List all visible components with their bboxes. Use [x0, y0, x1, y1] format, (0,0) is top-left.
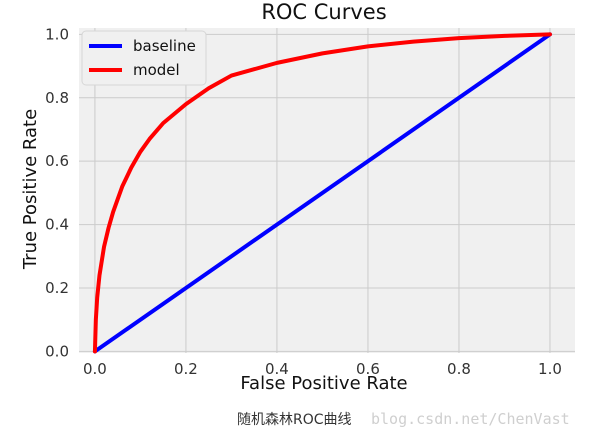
chart-title: ROC Curves [261, 0, 386, 24]
y-tick-label: 0.6 [45, 152, 69, 170]
series-line-model [92, 32, 552, 354]
y-tick-labels: 0.0 0.2 0.4 0.6 0.8 1.0 [45, 25, 69, 360]
grid-lines [79, 28, 575, 353]
series-line-baseline [92, 32, 552, 354]
x-tick-label: 0.4 [265, 360, 289, 378]
y-tick-label: 0.8 [45, 89, 69, 107]
legend-label-model: model [133, 61, 180, 79]
series-lines [92, 32, 552, 354]
y-tick-label: 0.4 [45, 216, 69, 234]
y-tick-label: 1.0 [45, 25, 69, 43]
legend: baseline model [81, 30, 207, 86]
y-tick-label: 0.0 [45, 342, 69, 360]
y-tick-label: 0.2 [45, 279, 69, 297]
x-tick-label: 0.2 [174, 360, 198, 378]
x-tick-label: 0.6 [356, 360, 380, 378]
x-tick-labels: 0.0 0.2 0.4 0.6 0.8 1.0 [83, 360, 562, 378]
chart-caption: 随机森林ROC曲线 [237, 412, 352, 428]
watermark: blog.csdn.net/ChenVast [371, 410, 570, 428]
x-tick-label: 0.8 [447, 360, 471, 378]
x-tick-label: 0.0 [83, 360, 107, 378]
x-axis-label: False Positive Rate [240, 373, 407, 394]
x-tick-label: 1.0 [538, 360, 562, 378]
y-axis-label: True Positive Rate [20, 109, 41, 270]
legend-label-baseline: baseline [133, 37, 196, 55]
